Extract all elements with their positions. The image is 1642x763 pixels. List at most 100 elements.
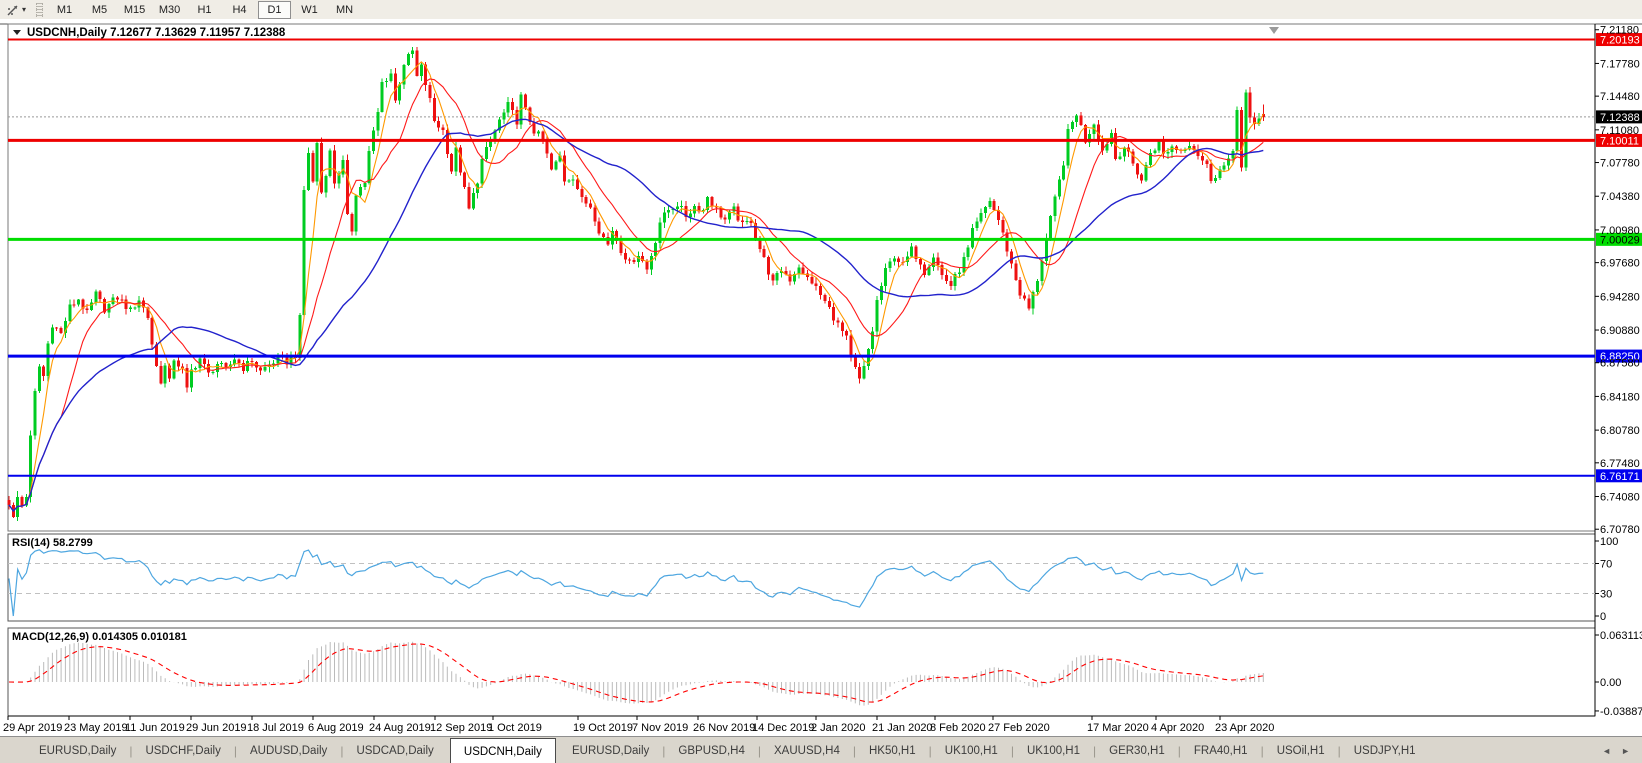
candle-body-up [1235, 110, 1239, 151]
chart-tab-eurusd-daily[interactable]: EURUSD,Daily [39, 744, 117, 757]
candle-body-up [454, 147, 458, 172]
usdcnh-daily-chart[interactable]: 7.20193 7.10011 7.00029 6.88250 6.76171 7.211… [0, 19, 1642, 736]
candle-body-down [1096, 124, 1100, 140]
chart-tab-uk100-h1[interactable]: UK100,H1 [1026, 744, 1081, 757]
timeframe-button-m30[interactable]: M30 [158, 3, 181, 16]
rsi-tick-label: 30 [1600, 589, 1612, 601]
chart-tab-xauusd-h4[interactable]: XAUUSD,H4 [774, 744, 840, 757]
candle-body-down [944, 274, 948, 281]
candle-body-up [667, 210, 671, 213]
candle-body-up [979, 213, 983, 222]
timeframe-button-m1[interactable]: M1 [56, 3, 73, 16]
candle-body-up [701, 209, 705, 212]
candle-body-up [554, 161, 558, 170]
chart-tab-ger30-h1[interactable]: GER30,H1 [1109, 744, 1165, 757]
chart-title-collapse-icon[interactable] [13, 30, 21, 35]
candle-body-down [684, 206, 688, 218]
macd-tick-label: 0.063113 [1600, 630, 1642, 642]
candle-body-down [615, 230, 619, 241]
candle-body-up [1031, 292, 1035, 309]
candle-body-up [975, 221, 979, 228]
candle-body-down [85, 308, 89, 311]
candle-body-up [337, 174, 341, 184]
candle-body-down [142, 300, 146, 308]
candle-body-up [94, 291, 98, 303]
candle-body-down [1027, 298, 1031, 309]
chart-tab-hk50-h1[interactable]: HK50,H1 [868, 744, 916, 757]
date-tick-label: 7 Nov 2019 [632, 722, 688, 734]
candle-body-up [706, 197, 710, 210]
chart-tab-uk100-h1[interactable]: UK100,H1 [944, 744, 998, 757]
chart-tab-eurusd-daily[interactable]: EURUSD,Daily [571, 744, 650, 757]
price-level-badge-label: 7.10011 [1600, 135, 1639, 147]
candle-body-down [762, 249, 766, 258]
candle-body-down [120, 299, 124, 301]
timeframe-button-w1[interactable]: W1 [301, 3, 318, 16]
candle-body-up [793, 274, 797, 282]
candle-body-up [957, 272, 961, 274]
chart-tab-usdchf-daily[interactable]: USDCHF,Daily [145, 744, 221, 757]
chart-tabs-bar: EURUSD,Daily | USDCHF,Daily | AUDUSD,Daily | U… [0, 736, 1642, 763]
candle-body-down [1201, 156, 1204, 161]
chart-tab-usdcnh-daily[interactable]: USDCNH,Daily [449, 738, 556, 763]
timeframe-button-m5[interactable]: M5 [91, 3, 108, 16]
rsi-label: RSI(14) 58.2799 [12, 537, 93, 549]
candle-body-up [194, 367, 198, 370]
candle-body-up [775, 272, 779, 281]
candle-body-down [801, 267, 805, 274]
price-level-badge-label: 7.20193 [1600, 35, 1640, 47]
tab-scroll-right-icon[interactable]: ► [1621, 745, 1630, 756]
price-level-badge [1596, 232, 1642, 246]
candle-body-down [450, 154, 454, 172]
price-tick-label: 6.94280 [1600, 291, 1640, 303]
chart-tab-audusd-daily[interactable]: AUDUSD,Daily [249, 744, 328, 757]
candle-body-down [589, 203, 593, 208]
timeframe-button-h1[interactable]: H1 [197, 3, 212, 16]
date-tick-label: 4 Apr 2020 [1151, 722, 1204, 734]
candle-body-up [888, 261, 892, 269]
candle-body-up [732, 206, 736, 212]
candle-body-down [1209, 164, 1213, 181]
price-level-badge [1596, 349, 1642, 363]
macd-tick-label: 0.00 [1600, 677, 1621, 689]
candle-body-down [207, 364, 211, 373]
candle-body-down [628, 259, 632, 261]
tab-scroll-left-icon[interactable]: ◄ [1602, 745, 1612, 756]
candle-body-up [402, 65, 406, 85]
timeframe-button-mn[interactable]: MN [335, 3, 354, 16]
chart-shift-marker-icon [1269, 27, 1279, 34]
date-tick-label: 12 Sep 2019 [430, 722, 492, 734]
candle-body-up [302, 189, 306, 316]
candle-body-up [107, 304, 111, 313]
candle-body-down [1079, 115, 1083, 125]
chart-tab-usoil-h1[interactable]: USOil,H1 [1276, 744, 1325, 757]
candle-body-down [1114, 132, 1118, 160]
timeframe-button-d1[interactable]: D1 [258, 0, 292, 19]
price-tick-label: 7.21180 [1600, 25, 1639, 37]
candle-body-down [836, 320, 840, 323]
candle-body-up [905, 256, 909, 263]
candle-body-down [767, 257, 770, 275]
candle-body-up [688, 213, 692, 218]
candle-body-down [467, 186, 471, 209]
candle-body-down [1196, 150, 1200, 157]
chart-tab-usdjpy-h1[interactable]: USDJPY,H1 [1353, 744, 1416, 757]
timeframe-button-h4[interactable]: H4 [232, 3, 247, 16]
current-price-badge-label: 7.12388 [1600, 112, 1640, 124]
candle-body-up [367, 150, 371, 184]
chart-tab-fra40-h1[interactable]: FRA40,H1 [1193, 744, 1248, 757]
candle-body-up [1222, 165, 1226, 170]
candle-body-up [884, 268, 888, 287]
chart-tab-usdcad-daily[interactable]: USDCAD,Daily [356, 744, 434, 757]
rsi-tick-label: 0 [1600, 611, 1606, 623]
candle-body-down [428, 85, 432, 99]
candle-body-up [137, 300, 141, 308]
chart-tab-gbpusd-h4[interactable]: GBPUSD,H4 [678, 744, 745, 757]
candle-body-up [966, 247, 970, 257]
candle-body-up [1049, 216, 1053, 239]
candle-body-up [306, 153, 310, 190]
date-tick-label: 26 Nov 2019 [693, 722, 755, 734]
timeframe-button-m15[interactable]: M15 [123, 3, 146, 16]
crosshair-tool-button[interactable]: ▾ [0, 2, 32, 18]
candle-body-down [532, 122, 536, 134]
